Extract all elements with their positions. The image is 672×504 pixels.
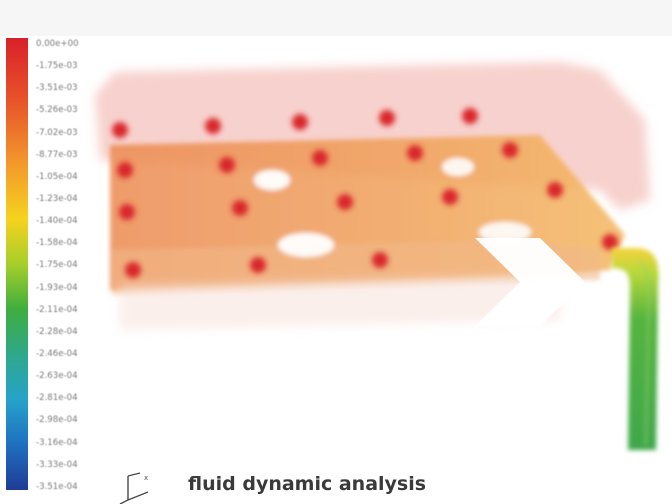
hotspot (219, 157, 235, 173)
scale-tick-label: -2.46e-04 (36, 348, 78, 359)
scale-tick-label: -2.28e-04 (36, 326, 78, 337)
scale-tick-label: -1.05e-04 (36, 171, 78, 182)
hotspot (547, 182, 563, 198)
outlet-pipe (612, 248, 659, 450)
hotspot (292, 114, 308, 130)
hotspot (205, 118, 221, 134)
scale-tick-label: -1.58e-04 (36, 238, 78, 249)
scale-tick-label: 0.00e+00 (36, 39, 79, 49)
hotspot (372, 252, 388, 268)
scale-tick-label: -1.93e-04 (36, 282, 78, 293)
scale-tick-label: -2.63e-04 (36, 371, 78, 382)
scale-tick-label: -3.16e-04 (36, 437, 78, 448)
hotspot (407, 145, 423, 161)
hotspot (502, 142, 518, 158)
scale-tick-label: -2.81e-04 (36, 393, 78, 404)
flow-void (479, 222, 531, 242)
scale-tick-label: -2.11e-04 (36, 304, 78, 315)
scale-tick-label: -5.26e-03 (36, 105, 78, 116)
svg-text:x: x (144, 474, 148, 482)
scale-tick-label: -1.40e-04 (36, 216, 78, 227)
hotspot (337, 194, 353, 210)
hotspot (602, 234, 618, 250)
scale-tick-label: -8.77e-03 (36, 149, 78, 160)
coordinate-axes-icon: x (119, 472, 149, 504)
color-scale-labels: 0.00e+00 -1.75e-03 -3.51e-03 -5.26e-03 -… (36, 40, 126, 492)
hotspots (112, 108, 618, 278)
scale-tick-label: -1.23e-04 (36, 193, 78, 204)
scale-tick-label: -3.33e-04 (36, 459, 78, 470)
chevron-arrow-shape (475, 238, 585, 326)
scale-tick-label: -3.51e-03 (36, 83, 78, 94)
hotspot (379, 110, 395, 126)
flow-void (254, 170, 290, 190)
scale-tick-label: -3.51e-04 (36, 481, 78, 492)
hotspot (117, 162, 133, 178)
hotspot (312, 150, 328, 166)
color-scale-bar (6, 38, 28, 490)
top-background-band (0, 0, 672, 36)
caption-text: fluid dynamic analysis (188, 473, 427, 495)
flow-void (278, 233, 334, 257)
hotspot (442, 189, 458, 205)
scale-tick-label: -1.75e-04 (36, 260, 78, 271)
lower-flow-haze (120, 275, 560, 330)
scale-tick-label: -1.75e-03 (36, 61, 78, 72)
hotspot (250, 257, 266, 273)
scale-tick-label: -2.98e-04 (36, 415, 78, 426)
hotspot (112, 122, 128, 138)
hotspot (232, 200, 248, 216)
hotspot (119, 204, 135, 220)
flow-void (442, 158, 474, 176)
scale-tick-label: -7.02e-03 (36, 127, 78, 138)
hotspot (462, 108, 478, 124)
hotspot (125, 262, 141, 278)
